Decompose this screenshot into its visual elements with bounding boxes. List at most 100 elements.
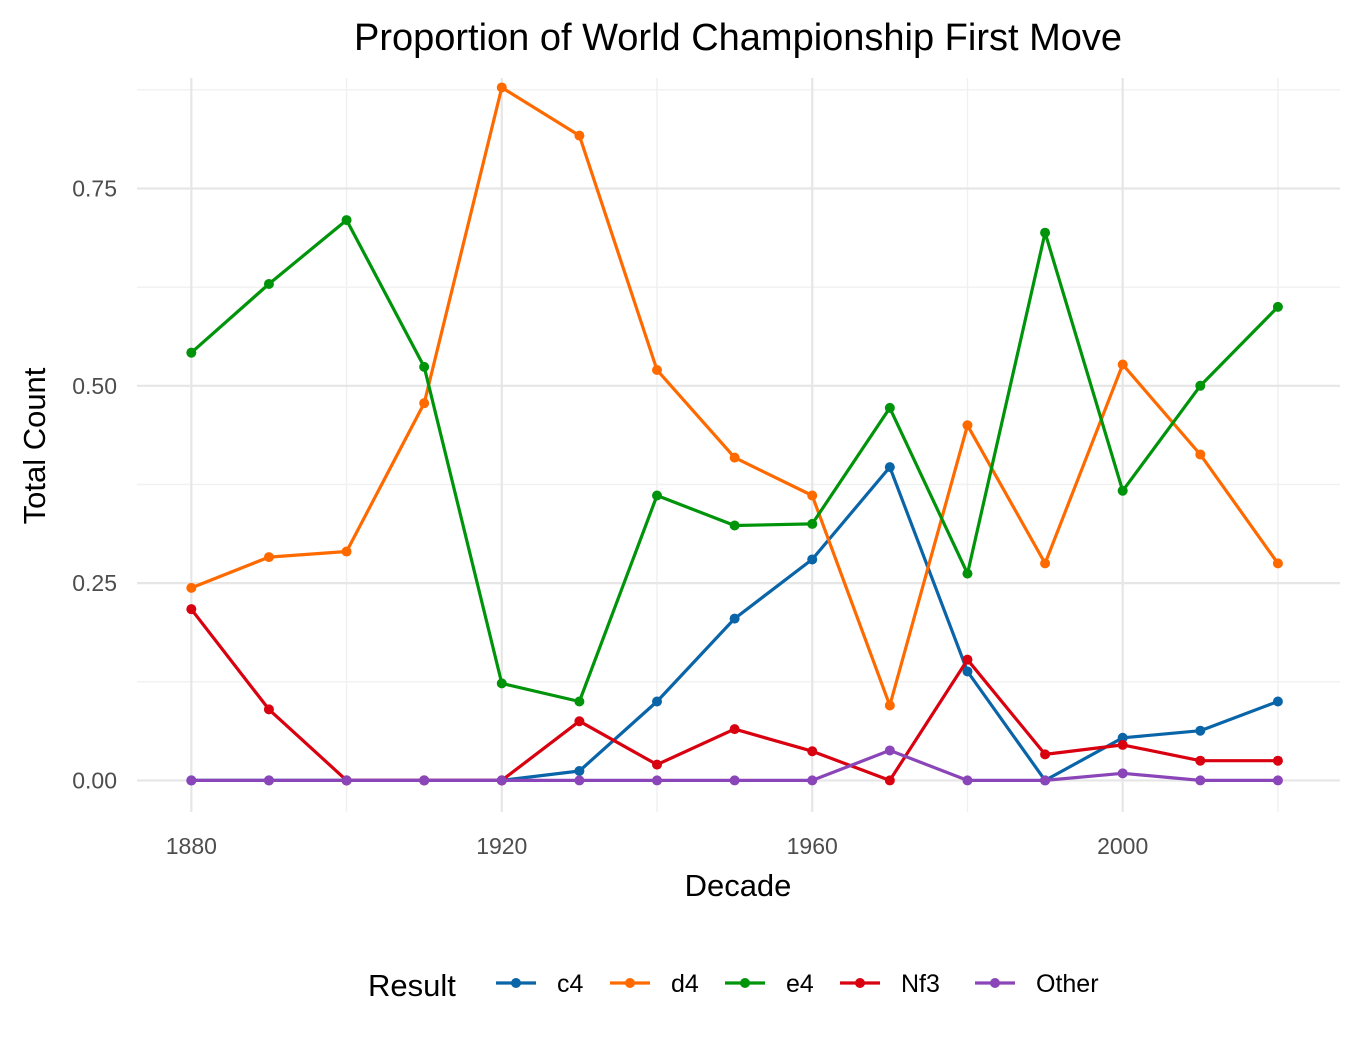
data-point-e4	[1117, 485, 1128, 496]
data-point-e4	[574, 696, 585, 707]
legend-key-point	[625, 978, 635, 988]
legend-label: d4	[671, 970, 699, 998]
data-point-c4	[729, 613, 740, 624]
data-point-e4	[496, 678, 507, 689]
data-point-nf3	[884, 775, 895, 786]
data-point-nf3	[263, 704, 274, 715]
series-nf3	[186, 604, 1283, 786]
series-line-d4	[189, 85, 1280, 708]
data-point-c4	[1195, 725, 1206, 736]
data-point-d4	[341, 546, 352, 557]
data-point-e4	[1040, 227, 1051, 238]
data-point-other	[186, 775, 197, 786]
data-point-nf3	[729, 724, 740, 735]
data-point-nf3	[1040, 749, 1051, 760]
data-point-e4	[419, 361, 430, 372]
legend-label: c4	[557, 970, 584, 998]
data-point-d4	[652, 365, 663, 376]
data-point-nf3	[807, 746, 818, 757]
x-axis-title: Decade	[685, 868, 792, 903]
data-point-c4	[1117, 732, 1128, 743]
data-point-e4	[807, 518, 818, 529]
series-c4	[186, 462, 1283, 786]
data-point-e4	[962, 568, 973, 579]
data-point-other	[1195, 775, 1206, 786]
data-point-d4	[574, 130, 585, 141]
data-point-other	[341, 775, 352, 786]
legend-label: Other	[1036, 970, 1099, 998]
data-point-e4	[884, 402, 895, 413]
data-point-other	[652, 775, 663, 786]
data-point-nf3	[1195, 755, 1206, 766]
y-tick-label: 0.75	[72, 175, 117, 201]
data-point-nf3	[186, 604, 197, 615]
data-point-other	[962, 775, 973, 786]
data-point-d4	[1040, 558, 1051, 569]
data-point-other	[496, 775, 507, 786]
data-point-d4	[419, 398, 430, 409]
data-point-other	[419, 775, 430, 786]
grid	[137, 78, 1340, 812]
legend-key-point	[855, 978, 865, 988]
y-tick-label: 0.25	[72, 570, 117, 596]
data-point-d4	[186, 582, 197, 593]
chart-title: Proportion of World Championship First M…	[354, 17, 1122, 59]
data-point-other	[729, 775, 740, 786]
data-point-e4	[186, 347, 197, 358]
data-point-d4	[263, 552, 274, 563]
legend-item-nf3: Nf3	[840, 970, 940, 998]
data-point-nf3	[574, 716, 585, 727]
x-tick-label: 2000	[1097, 833, 1148, 859]
series-lines	[186, 82, 1283, 786]
series-e4	[186, 215, 1283, 707]
legend-key-point	[511, 978, 521, 988]
series-line-nf3	[189, 607, 1280, 783]
x-tick-label: 1960	[787, 833, 838, 859]
x-tick-label: 1920	[476, 833, 527, 859]
legend-label: Nf3	[901, 970, 940, 998]
y-tick-label: 0.00	[72, 767, 117, 793]
data-point-other	[263, 775, 274, 786]
data-point-e4	[1272, 301, 1283, 312]
data-point-other	[574, 775, 585, 786]
data-point-e4	[729, 520, 740, 531]
legend: Result c4 d4 e4 Nf3 Other	[368, 968, 1099, 1003]
data-point-nf3	[652, 759, 663, 770]
y-axis-title: Total Count	[17, 367, 52, 524]
y-tick-label: 0.50	[72, 373, 117, 399]
data-point-c4	[807, 554, 818, 565]
data-point-e4	[341, 215, 352, 226]
data-point-c4	[962, 666, 973, 677]
data-point-other	[884, 745, 895, 756]
data-point-nf3	[1117, 739, 1128, 750]
data-point-c4	[652, 696, 663, 707]
legend-item-other: Other	[975, 970, 1099, 998]
series-d4	[186, 82, 1283, 711]
data-point-d4	[807, 490, 818, 501]
data-point-e4	[263, 278, 274, 289]
legend-label: e4	[786, 970, 814, 998]
data-point-c4	[1272, 696, 1283, 707]
data-point-other	[807, 775, 818, 786]
data-point-c4	[574, 765, 585, 776]
data-point-other	[1117, 768, 1128, 779]
data-point-d4	[729, 452, 740, 463]
legend-title: Result	[368, 968, 456, 1003]
data-point-other	[1040, 775, 1051, 786]
data-point-e4	[652, 490, 663, 501]
x-tick-label: 1880	[166, 833, 217, 859]
legend-item-c4: c4	[496, 970, 584, 998]
legend-key-point	[990, 978, 1000, 988]
legend-item-e4: e4	[725, 970, 814, 998]
series-other	[186, 745, 1283, 786]
legend-item-d4: d4	[610, 970, 699, 998]
data-point-c4	[884, 462, 895, 473]
axes: 0.00 0.25 0.50 0.75 1880 1920 1960 2000	[72, 175, 1148, 859]
data-point-d4	[1272, 558, 1283, 569]
data-point-e4	[1195, 380, 1206, 391]
data-point-other	[1272, 775, 1283, 786]
data-point-d4	[962, 420, 973, 431]
data-point-d4	[1117, 359, 1128, 370]
